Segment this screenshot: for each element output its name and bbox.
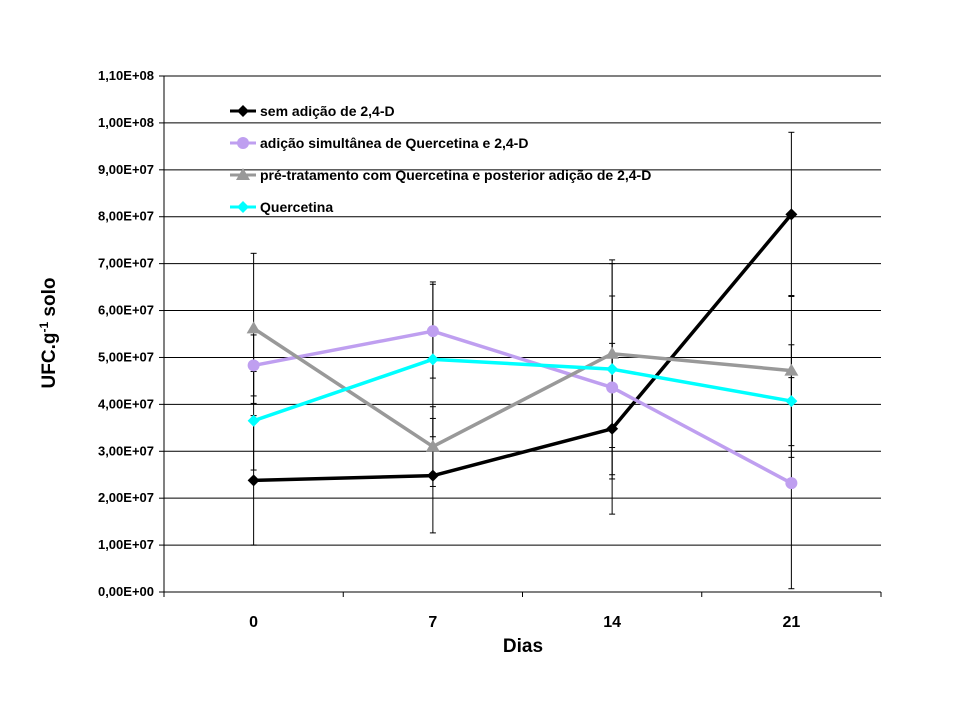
data-point-s0-1 (426, 469, 439, 482)
x-tick-label-0: 0 (249, 614, 258, 631)
legend-item-2: pré-tratamento com Quercetina e posterio… (230, 167, 651, 183)
data-point-s2-2 (605, 346, 620, 359)
legend-marker-1 (237, 137, 249, 149)
axes: 0,00E+00 1,00E+07 2,00E+07 3,00E+07 4,00E+07… (98, 68, 882, 631)
y-tick-label-6: 6,00E+07 (98, 303, 154, 318)
y-axis-title-sup: -1 (37, 322, 51, 333)
y-tick-label-10: 1,00E+08 (98, 115, 154, 130)
y-axis-title: UFC.g-1 solo (37, 278, 60, 389)
y-tick-label-7: 7,00E+07 (98, 256, 154, 271)
data-point-s1-1 (426, 325, 439, 338)
data-point-s3-1 (426, 353, 439, 366)
legend-marker-3 (237, 201, 249, 213)
data-point-s0-0 (247, 474, 260, 487)
data-point-s1-0 (247, 359, 260, 372)
legend-item-1: adição simultânea de Quercetina e 2,4-D (230, 135, 528, 151)
legend-marker-0 (237, 105, 249, 117)
legend-item-0: sem adição de 2,4-D (230, 103, 395, 119)
y-axis-title-tail: solo (39, 278, 60, 322)
legend-label-0: sem adição de 2,4-D (260, 103, 395, 119)
x-tick-label-2: 14 (603, 614, 621, 631)
y-tick-label-4: 4,00E+07 (98, 396, 154, 411)
data-point-s3-0 (247, 414, 260, 427)
y-tick-label-5: 5,00E+07 (98, 349, 154, 364)
data-point-s2-0 (246, 321, 261, 334)
series-line-1 (253, 329, 793, 485)
y-tick-label-11: 1,10E+08 (98, 68, 154, 83)
y-tick-label-0: 0,00E+00 (98, 584, 154, 599)
legend-marker-2 (236, 168, 250, 180)
data-point-s0-3 (785, 208, 798, 221)
series-line-2 (252, 326, 792, 449)
series-line-0 (253, 213, 793, 483)
y-axis-title-main: UFC.g (39, 333, 60, 389)
y-tick-label-2: 2,00E+07 (98, 490, 154, 505)
y-tick-label-3: 3,00E+07 (98, 443, 154, 458)
legend-item-3: Quercetina (230, 199, 333, 215)
x-tick-label-1: 7 (428, 614, 437, 631)
data-point-s3-2 (606, 363, 619, 376)
y-tick-label-8: 8,00E+07 (98, 209, 154, 224)
data-point-s3-3 (785, 395, 798, 408)
data-point-s2-3 (784, 363, 799, 376)
legend-label-1: adição simultânea de Quercetina e 2,4-D (260, 135, 528, 151)
data-point-s1-2 (606, 381, 619, 394)
legend-label-2: pré-tratamento com Quercetina e posterio… (260, 167, 651, 183)
gridlines (164, 75, 881, 546)
x-axis-title: Dias (503, 636, 543, 657)
series-lines (246, 208, 799, 490)
data-point-s0-2 (606, 422, 619, 435)
x-tick-label-3: 21 (782, 614, 800, 631)
series-line-3 (253, 357, 792, 423)
y-tick-label-1: 1,00E+07 (98, 537, 154, 552)
data-point-s1-3 (785, 477, 798, 490)
data-point-s2-1 (425, 439, 440, 452)
legend: sem adição de 2,4-D adição simultânea de … (230, 103, 651, 215)
legend-label-3: Quercetina (260, 199, 333, 215)
y-tick-label-9: 9,00E+07 (98, 162, 154, 177)
